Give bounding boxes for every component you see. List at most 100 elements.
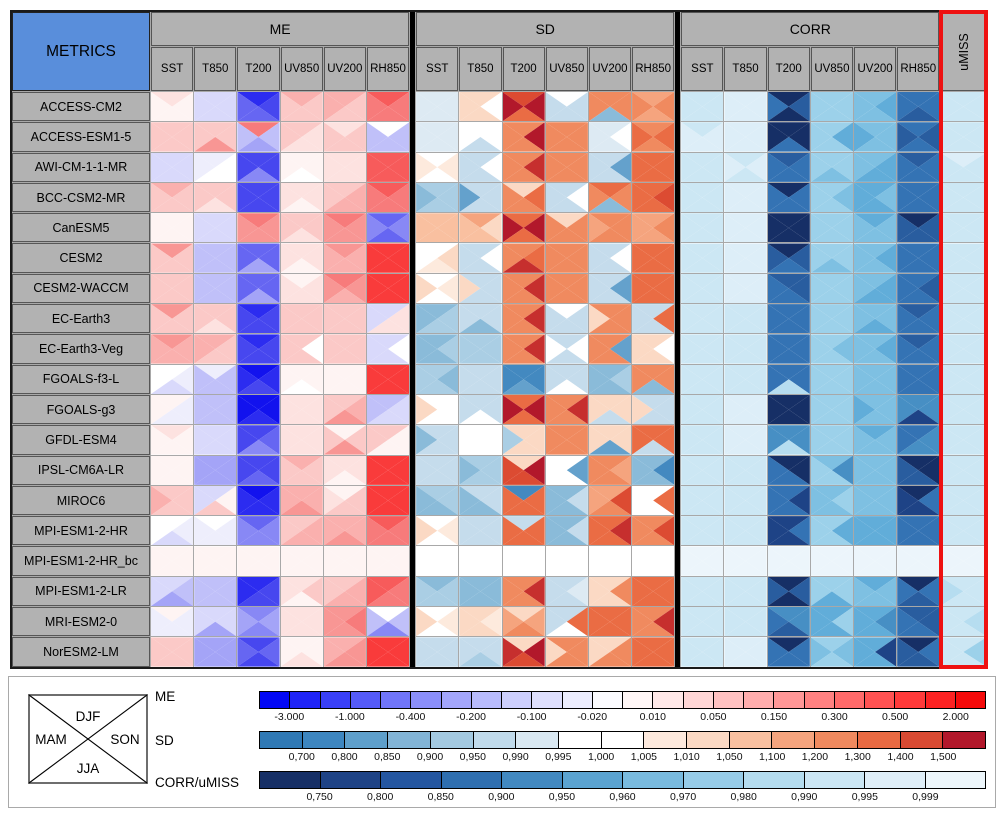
row-label-model: FGOALS-f3-L bbox=[12, 364, 150, 394]
matrix-cell-sd-uv850 bbox=[545, 122, 588, 152]
matrix-cell-me-uv850 bbox=[280, 122, 323, 152]
matrix-cell-corr-t850 bbox=[724, 516, 767, 546]
matrix-cell-corr-rh850 bbox=[897, 304, 940, 334]
colorbar-segment bbox=[814, 732, 857, 748]
matrix-cell-corr-uv850 bbox=[810, 182, 853, 213]
matrix-cell-corr-sst bbox=[681, 455, 724, 485]
matrix-cell-umiss bbox=[940, 637, 987, 667]
matrix-cell-sd-rh850 bbox=[632, 485, 675, 516]
matrix-cell-corr-t850 bbox=[724, 334, 767, 364]
matrix-cell-sd-t200 bbox=[502, 546, 545, 576]
matrix-cell-sd-rh850 bbox=[632, 425, 675, 455]
group-divider-1 bbox=[410, 12, 416, 667]
colorbar-segment bbox=[349, 692, 380, 708]
matrix-cell-corr-rh850 bbox=[897, 243, 940, 273]
matrix-cell-umiss bbox=[940, 607, 987, 637]
colorbar-tick-label: 0,950 bbox=[548, 791, 576, 803]
matrix-cell-sd-rh850 bbox=[632, 213, 675, 243]
matrix-cell-me-uv850 bbox=[280, 546, 323, 576]
matrix-cell-sd-uv200 bbox=[588, 364, 632, 394]
matrix-cell-umiss bbox=[940, 152, 987, 182]
matrix-cell-sd-sst bbox=[416, 304, 459, 334]
colorbar-segment bbox=[470, 692, 501, 708]
colorbar-strip bbox=[259, 771, 986, 789]
column-header-me-sst: SST bbox=[151, 47, 194, 91]
matrix-cell-corr-rh850 bbox=[897, 92, 940, 122]
colorbar-segment bbox=[803, 692, 834, 708]
matrix-cell-me-t850 bbox=[194, 607, 237, 637]
matrix-cell-sd-rh850 bbox=[632, 455, 675, 485]
matrix-cell-corr-t200 bbox=[767, 213, 810, 243]
colorbar-segment bbox=[728, 732, 772, 748]
matrix-cell-umiss bbox=[940, 243, 987, 273]
matrix-cell-sd-uv200 bbox=[588, 485, 632, 516]
colorbar-segment bbox=[410, 692, 441, 708]
matrix-cell-corr-sst bbox=[681, 334, 724, 364]
matrix-cell-corr-sst bbox=[681, 485, 724, 516]
matrix-cell-corr-uv200 bbox=[854, 516, 897, 546]
matrix-cell-sd-sst bbox=[416, 576, 459, 607]
matrix-cell-sd-sst bbox=[416, 546, 459, 576]
colorbar-segment bbox=[344, 732, 388, 748]
matrix-cell-corr-uv200 bbox=[854, 304, 897, 334]
matrix-cell-sd-sst bbox=[416, 213, 459, 243]
colorbar-segment bbox=[622, 692, 653, 708]
matrix-cell-corr-rh850 bbox=[897, 485, 940, 516]
matrix-cell-sd-t200 bbox=[502, 516, 545, 546]
matrix-cell-corr-rh850 bbox=[897, 607, 940, 637]
colorbar-segment bbox=[387, 732, 430, 748]
matrix-cell-sd-rh850 bbox=[632, 273, 675, 304]
umiss-header-label: uMISS bbox=[956, 32, 971, 71]
matrix-cell-me-uv850 bbox=[280, 637, 323, 667]
matrix-cell-me-rh850 bbox=[366, 607, 410, 637]
column-header-me-uv850: UV850 bbox=[280, 47, 323, 91]
matrix-cell-sd-sst bbox=[416, 243, 459, 273]
column-header-corr-t850: T850 bbox=[724, 47, 767, 91]
colorbar-tick-label: 1,005 bbox=[630, 751, 658, 763]
matrix-cell-sd-rh850 bbox=[632, 304, 675, 334]
matrix-cell-me-rh850 bbox=[366, 182, 410, 213]
row-label-model: EC-Earth3-Veg bbox=[12, 334, 150, 364]
matrix-cell-me-t200 bbox=[237, 425, 280, 455]
metrics-matrix: METRICS ME SST T850 T200 UV850 UV200 RH850 SD SST… bbox=[10, 10, 989, 669]
colorbar-tick-label: 0,995 bbox=[545, 751, 572, 763]
matrix-cell-sd-uv200 bbox=[588, 576, 632, 607]
matrix-cell-me-sst bbox=[151, 637, 194, 667]
matrix-cell-umiss bbox=[940, 516, 987, 546]
matrix-cell-sd-t850 bbox=[459, 485, 502, 516]
matrix-cell-sd-t850 bbox=[459, 576, 502, 607]
matrix-cell-umiss bbox=[940, 122, 987, 152]
matrix-cell-sd-t850 bbox=[459, 455, 502, 485]
colorbar-tick-label: -0.020 bbox=[577, 711, 608, 723]
matrix-cell-corr-uv850 bbox=[810, 122, 853, 152]
matrix-cell-sd-t200 bbox=[502, 213, 545, 243]
matrix-cell-me-t200 bbox=[237, 364, 280, 394]
matrix-cell-sd-sst bbox=[416, 455, 459, 485]
matrix-cell-me-t850 bbox=[194, 213, 237, 243]
colorbar-segment bbox=[682, 772, 743, 788]
row-label-model: FGOALS-g3 bbox=[12, 394, 150, 425]
row-label-model: MPI-ESM1-2-HR_bc bbox=[12, 546, 150, 576]
matrix-cell-corr-sst bbox=[681, 213, 724, 243]
row-label-model: CESM2 bbox=[12, 243, 150, 273]
colorbar-segment bbox=[686, 732, 729, 748]
matrix-cell-me-uv200 bbox=[323, 546, 366, 576]
matrix-cell-corr-uv850 bbox=[810, 334, 853, 364]
colorbar-segment bbox=[591, 692, 622, 708]
matrix-cell-me-t200 bbox=[237, 273, 280, 304]
colorbar-segment bbox=[864, 692, 895, 708]
matrix-cell-sd-uv200 bbox=[588, 516, 632, 546]
matrix-cell-sd-rh850 bbox=[632, 243, 675, 273]
row-label-model: CESM2-WACCM bbox=[12, 273, 150, 304]
matrix-cell-corr-uv850 bbox=[810, 273, 853, 304]
colorbar-tick-label: 1,000 bbox=[587, 751, 615, 763]
row-label-model: MPI-ESM1-2-HR bbox=[12, 516, 150, 546]
matrix-cell-me-uv850 bbox=[280, 243, 323, 273]
column-header-corr-rh850: RH850 bbox=[897, 47, 940, 91]
matrix-cell-me-uv850 bbox=[280, 152, 323, 182]
colorbar-segment bbox=[380, 772, 441, 788]
matrix-cell-sd-t850 bbox=[459, 607, 502, 637]
matrix-cell-me-sst bbox=[151, 152, 194, 182]
legend-row-label-sd: SD bbox=[155, 733, 174, 748]
matrix-cell-me-rh850 bbox=[366, 304, 410, 334]
